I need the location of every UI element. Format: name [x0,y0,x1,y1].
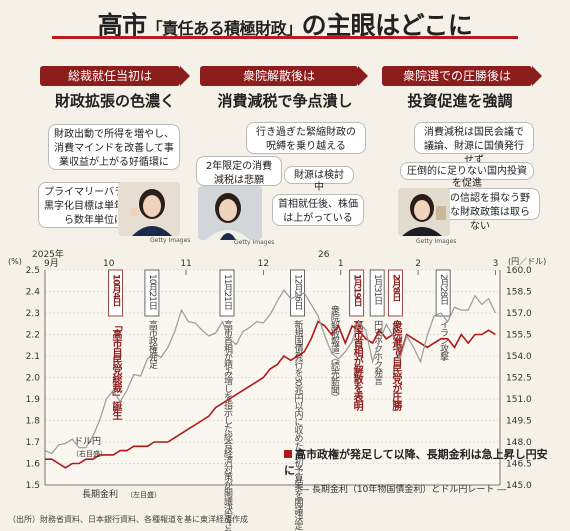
month-label: 11 [180,259,191,269]
subtitle-marker [284,450,292,458]
title-quote: 「責任ある積極財政」 [146,19,303,38]
right-tick-label: 160.0 [506,266,532,276]
quote-bubble-7: 消費減税は国民会議で議論、財源に国債発行せず [414,122,534,166]
phase-head-2: 衆院解散後は [200,66,368,86]
left-tick-label: 2.1 [26,352,40,362]
rate-series-axis-note: （左目盛） [126,490,161,499]
event-date-box [144,269,160,317]
left-tick-label: 1.9 [26,395,41,405]
photo-credit-3: Getty Images [416,238,457,245]
event-text: イラン攻撃 [438,320,449,361]
quote-bubble-5: 財源は検討中 [284,166,354,193]
event-date: 11月21日 [222,274,233,310]
phase-head-1: 総裁就任当初は [40,66,190,86]
quote-bubble-4: 2年限定の消費減税は悲願 [196,156,282,186]
event-text: 衆院選で自民党が圧勝 [390,319,402,412]
right-tick-label: 157.0 [506,309,532,319]
month-label: 1 [338,259,344,269]
rate-series-line [45,320,496,469]
left-tick-label: 2.2 [26,331,40,341]
event-date-box [369,269,385,317]
quote-bubble-8: 圧倒的に足りない国内投資を促進 [400,162,534,189]
event-date-box [108,269,123,317]
right-tick-label: 151.0 [506,395,532,405]
left-unit-label: (%) [8,257,22,266]
right-tick-label: 145.0 [506,481,532,491]
fx-series-label: ドル円 [74,436,101,447]
event-date: 12月26日 [293,274,304,310]
event-date: 10月4日 [111,274,123,308]
source-note: （出所）財務省資料、日本銀行資料、各種報道を基に東洋経済作成 [8,515,248,524]
event-date-box [387,269,403,317]
month-label: 2 [415,259,421,269]
event-text: 高市政権発足 [147,319,158,370]
right-tick-label: 149.5 [506,417,532,427]
right-tick-label: 155.5 [506,331,532,341]
quote-bubble-6: 首相就任後、株価は上がっている [272,194,364,226]
chart-subtitle: 高市政権が発足して以降、長期金利は急上昇し円安に [284,447,556,479]
photo-credit-2: Getty Images [234,239,275,246]
phase-title-1: 財政拡張の色濃く [54,92,175,110]
phase-title-3: 投資促進を強調 [407,92,513,110]
portrait-photo-3 [398,188,450,236]
right-tick-label: 152.5 [506,374,532,384]
chart-subnote: ― 長期金利（10年物国債金利）とドル円レート ― [300,485,507,495]
left-tick-label: 1.5 [26,481,40,491]
right-unit-label: (円／ドル) [508,257,546,266]
quote-bubble-1: 財政出動で所得を増やし、消費マインドを改善して事業収益が上がる好循環に [48,124,180,170]
event-date: 2月8日 [390,274,402,302]
month-label: 3 [493,259,499,269]
phase-head-3: 衆院選での圧勝後は [382,66,542,86]
left-tick-label: 2.3 [26,309,40,319]
right-tick-label: 158.5 [506,288,532,298]
month-label: 10 [103,259,115,269]
left-tick-label: 1.6 [26,460,41,470]
month-label: 12 [258,259,269,269]
event-text: 円安ホクホク発言 [372,320,383,386]
title-main: 高市 [97,11,148,40]
event-text: 「高市自民党総裁」誕生 [110,320,122,420]
event-text: 衆院解散報道（読売新聞） [329,304,340,401]
fx-series-line [44,289,496,455]
left-tick-label: 1.7 [26,438,40,448]
left-tick-label: 1.8 [26,417,41,427]
event-date: 10月21日 [147,274,158,310]
portrait-photo-2 [198,186,262,240]
quote-bubble-3: 行き過ぎた緊縮財政の呪縛を乗り越える [246,122,366,154]
event-text: 新規国債発行を30兆円以内に収めた当初予算案を閣議決定 [293,319,304,531]
portrait-photo-1 [118,182,180,236]
phase-title-2: 消費減税で争点潰し [217,92,353,110]
event-date: 1月19日 [352,274,364,308]
event-date: 1月31日 [372,274,383,305]
right-tick-label: 154.0 [506,352,532,362]
event-date-box [219,269,235,317]
fx-series-axis-note: （右目盛） [72,449,107,458]
year-label-2025: 2025年 [32,248,64,260]
left-tick-label: 2.0 [26,374,41,384]
title-rest: の主眼はどこに [301,11,473,40]
year-label-2026: 26 [318,250,330,260]
event-text: 高市首相が解散を表明 [351,319,364,412]
left-tick-label: 2.5 [26,266,40,276]
chart-subtitle-text: 高市政権が発足して以降、長期金利は急上昇し円安に [284,448,548,477]
right-tick-label: 148.0 [506,438,532,448]
event-date: 2月28日 [438,274,449,305]
photo-credit-1: Getty Images [150,237,191,244]
page-title: 高市「責任ある積極財政」の主眼はどこに [0,6,570,42]
month-label-sep: 9月 [44,258,59,269]
rate-series-label: 長期金利 [82,488,118,500]
event-text: 高市首相が積み増しを指示した総合経済対策が閣議決定される [222,319,233,531]
right-tick-label: 146.5 [506,460,532,470]
event-date-box [349,269,365,317]
left-tick-label: 2.4 [26,288,41,298]
title-underline [52,36,518,39]
